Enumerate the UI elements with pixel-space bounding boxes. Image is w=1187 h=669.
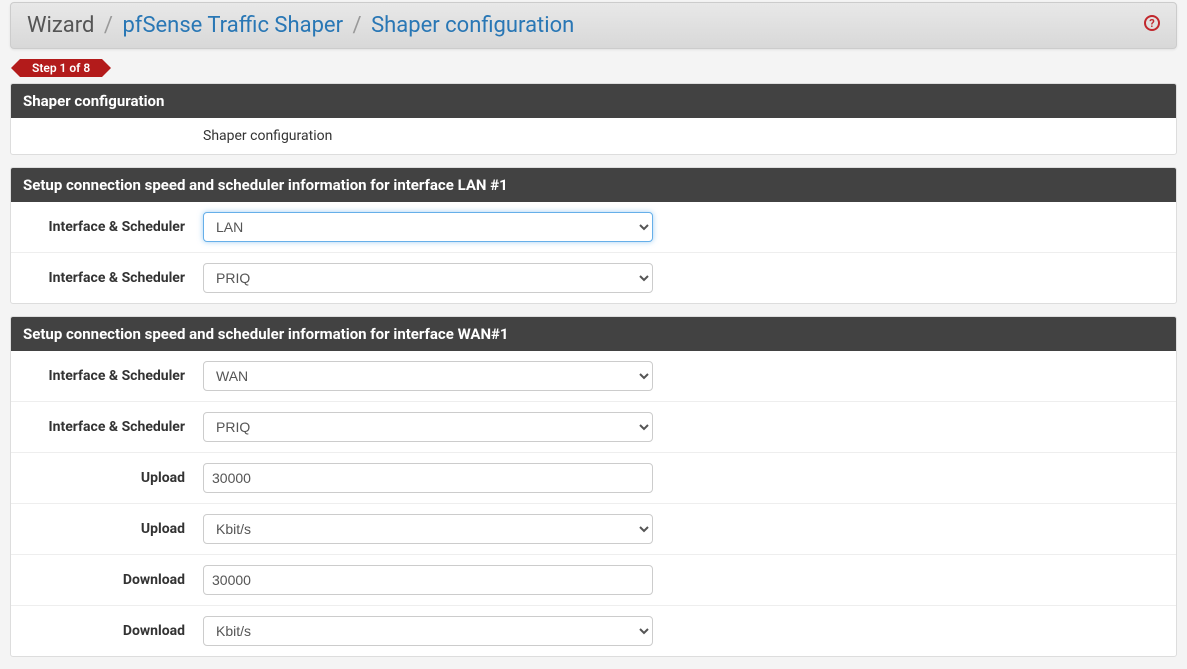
lan-scheduler-select[interactable]: PRIQ <box>203 263 653 293</box>
step-badge: Step 1 of 8 <box>20 59 102 77</box>
panel-heading-lan: Setup connection speed and scheduler inf… <box>11 168 1176 202</box>
panel-heading-shaper: Shaper configuration <box>11 84 1176 118</box>
step-indicator-row: Step 1 of 8 <box>10 59 1177 77</box>
wan-download-unit-label: Download <box>23 623 203 639</box>
wan-interface-label: Interface & Scheduler <box>23 368 203 384</box>
lan-interface-select[interactable]: LAN <box>203 212 653 242</box>
lan-interface-row: Interface & Scheduler LAN <box>11 202 1176 252</box>
wan-download-value-label: Download <box>23 572 203 588</box>
page-header: Wizard / pfSense Traffic Shaper / Shaper… <box>10 2 1177 49</box>
panel-shaper-config: Shaper configuration Shaper configuratio… <box>10 83 1177 155</box>
shaper-description-row: Shaper configuration <box>11 118 1176 154</box>
wan-upload-input[interactable] <box>203 463 653 493</box>
lan-scheduler-row: Interface & Scheduler PRIQ <box>11 252 1176 303</box>
panel-wan: Setup connection speed and scheduler inf… <box>10 316 1177 657</box>
wan-download-value-row: Download <box>11 554 1176 605</box>
wan-upload-unit-row: Upload Kbit/s <box>11 503 1176 554</box>
breadcrumb-sep-2: / <box>353 13 362 38</box>
wan-interface-select[interactable]: WAN <box>203 361 653 391</box>
wan-interface-row: Interface & Scheduler WAN <box>11 351 1176 401</box>
panel-lan: Setup connection speed and scheduler inf… <box>10 167 1177 304</box>
breadcrumb-root: Wizard <box>27 13 94 38</box>
wan-upload-value-row: Upload <box>11 452 1176 503</box>
wan-download-input[interactable] <box>203 565 653 595</box>
breadcrumb-mid[interactable]: pfSense Traffic Shaper <box>122 13 343 38</box>
svg-text:?: ? <box>1149 17 1155 30</box>
wan-upload-unit-select[interactable]: Kbit/s <box>203 514 653 544</box>
lan-interface-label: Interface & Scheduler <box>23 219 203 235</box>
shaper-description: Shaper configuration <box>203 128 332 144</box>
breadcrumb-leaf[interactable]: Shaper configuration <box>371 13 574 38</box>
help-icon[interactable]: ? <box>1144 15 1160 36</box>
wan-scheduler-select[interactable]: PRIQ <box>203 412 653 442</box>
wan-upload-value-label: Upload <box>23 470 203 486</box>
panel-heading-wan: Setup connection speed and scheduler inf… <box>11 317 1176 351</box>
wan-scheduler-label: Interface & Scheduler <box>23 419 203 435</box>
lan-scheduler-label: Interface & Scheduler <box>23 270 203 286</box>
wan-download-unit-select[interactable]: Kbit/s <box>203 616 653 646</box>
wan-upload-unit-label: Upload <box>23 521 203 537</box>
wan-download-unit-row: Download Kbit/s <box>11 605 1176 656</box>
wan-scheduler-row: Interface & Scheduler PRIQ <box>11 401 1176 452</box>
breadcrumb-sep-1: / <box>104 13 113 38</box>
breadcrumb: Wizard / pfSense Traffic Shaper / Shaper… <box>27 13 574 38</box>
